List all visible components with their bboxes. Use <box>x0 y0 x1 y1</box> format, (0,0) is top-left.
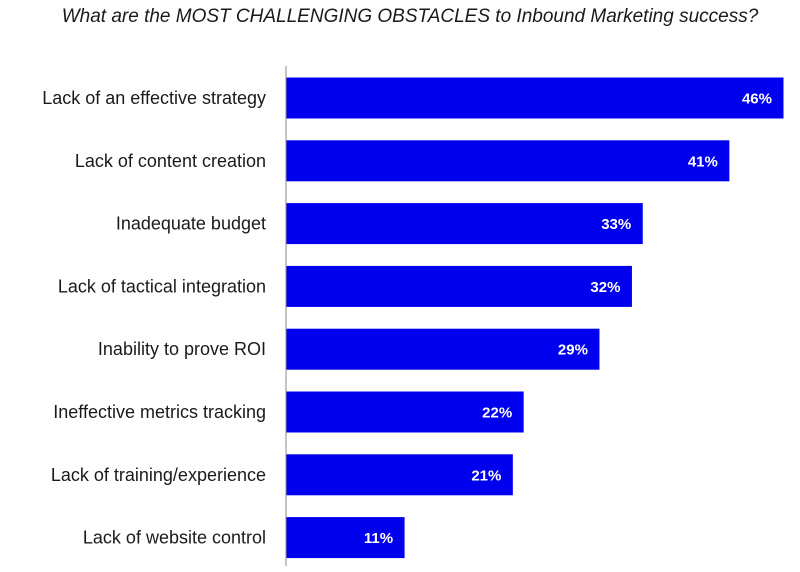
value-label: 29% <box>558 342 588 359</box>
chart-title: What are the MOST CHALLENGING OBSTACLES … <box>61 6 759 27</box>
value-label: 41% <box>688 153 718 170</box>
value-label: 32% <box>590 279 620 296</box>
bar-group: Inability to prove ROI 29% <box>98 327 601 371</box>
bar <box>285 390 525 434</box>
bar <box>285 202 644 246</box>
value-label: 46% <box>742 91 772 108</box>
bar-group: Inadequate budget 33% <box>116 202 644 246</box>
category-label: Ineffective metrics tracking <box>53 402 266 422</box>
category-label: Inability to prove ROI <box>98 339 266 359</box>
category-label: Inadequate budget <box>116 214 266 234</box>
value-label: 21% <box>471 467 501 484</box>
bar-group: Ineffective metrics tracking 22% <box>53 390 525 434</box>
category-label: Lack of tactical integration <box>58 276 266 296</box>
category-label: Lack of website control <box>83 528 266 548</box>
bar-group: Lack of training/experience 21% <box>51 453 514 497</box>
bar-group: Lack of website control 11% <box>83 516 406 560</box>
value-label: 22% <box>482 405 512 422</box>
bar <box>285 76 785 120</box>
value-label: 11% <box>364 530 393 547</box>
bar <box>285 327 601 371</box>
category-label: Lack of training/experience <box>51 465 266 485</box>
bar <box>285 453 514 497</box>
value-label: 33% <box>601 216 631 233</box>
bar-group: Lack of content creation 41% <box>75 139 731 183</box>
bars-layer: Lack of an effective strategy 46%Lack of … <box>42 76 785 560</box>
category-label: Lack of content creation <box>75 151 266 171</box>
bar-group: Lack of tactical integration 32% <box>58 264 633 308</box>
category-label: Lack of an effective strategy <box>42 88 266 108</box>
bar <box>285 264 633 308</box>
bar-group: Lack of an effective strategy 46% <box>42 76 785 120</box>
bar <box>285 139 731 183</box>
